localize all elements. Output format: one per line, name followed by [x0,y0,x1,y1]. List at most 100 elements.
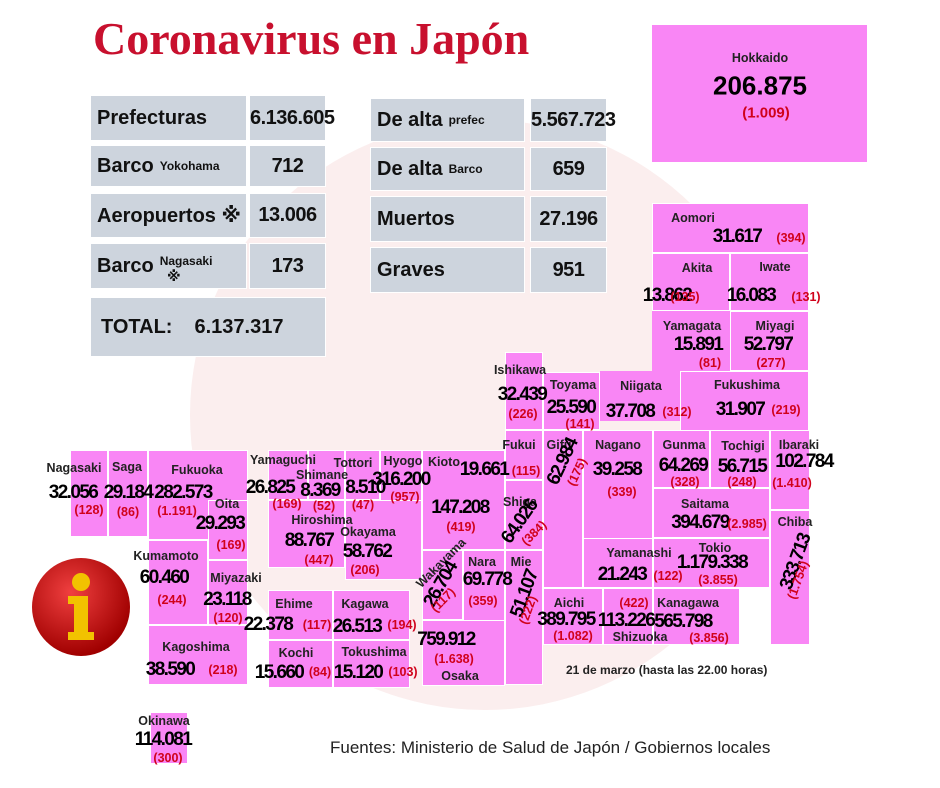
prefecture-deaths: (128) [74,503,104,517]
prefecture-deaths: (1.009) [742,104,790,122]
prefecture-area [543,372,600,430]
summary-value-box: 13.006 [249,193,326,238]
prefecture-cases: 38.590 [145,659,196,680]
prefecture-cases: 21.243 [597,564,648,585]
prefecture-name: Kioto [428,455,460,469]
prefecture-name: Saga [112,460,142,474]
prefecture-cases: 19.661 [459,459,510,480]
summary-label-box: Aeropuertos ※ [90,193,247,238]
summary-value: 13.006 [258,204,317,226]
prefecture-name: Kanagawa [657,596,719,610]
summary-label-box: De alta prefec [370,98,525,142]
prefecture-deaths: (359) [468,594,498,608]
prefecture-name: Yamaguchi [250,453,316,467]
prefecture-deaths: (115) [511,464,541,478]
prefecture-name: Aichi [553,596,585,610]
prefecture-name: Tokushima [341,645,407,659]
prefecture-name: Hiroshima [291,513,353,527]
title: Coronavirus en Japón [93,13,530,64]
prefecture-name: Fukuoka [171,463,223,477]
summary-value: 712 [271,154,304,177]
prefecture-deaths: (218) [208,663,238,677]
summary-label-box: Prefecturas [90,95,247,141]
prefecture-name: Kumamoto [133,549,199,563]
prefecture-area [505,430,543,480]
prefecture-name: Chiba [777,515,813,529]
prefecture-cases: 13.862 [642,285,693,306]
prefecture-cases: 759.912 [417,629,476,650]
prefecture-cases: 8.510 [345,477,386,498]
prefecture-cases: 206.875 [713,70,807,101]
prefecture-area [730,253,809,311]
prefecture-name: Aomori [671,211,715,225]
summary-value-box: 659 [530,147,607,191]
prefecture-name: Fukushima [714,378,780,392]
prefecture-deaths: (447) [304,553,334,567]
prefecture-cases: 26.513 [332,616,383,637]
summary-value-box: 712 [249,145,326,187]
summary-label-box: Barco Yokohama [90,145,247,187]
prefecture-area [208,500,248,560]
prefecture-name: Hokkaido [731,51,789,65]
prefecture-deaths: (1.410) [772,476,812,490]
prefecture-name: Nagano [595,438,641,452]
summary-value-box: 27.196 [530,196,607,242]
summary-label-box: Muertos [370,196,525,242]
prefecture-deaths: (328) [670,475,700,489]
prefecture-name: Kochi [278,646,314,660]
prefecture-name: Miyazaki [210,571,262,585]
prefecture-cases: 23.118 [203,589,252,610]
prefecture-area [345,500,422,580]
prefecture-area [770,510,810,645]
summary-value: 659 [552,157,585,180]
prefecture-deaths: (194) [387,618,417,632]
summary-value: 951 [552,258,585,281]
prefecture-name: Mie [510,555,532,569]
prefecture-name: Okayama [340,525,396,539]
prefecture-cases: 102.784 [775,451,834,472]
prefecture-deaths: (84) [308,665,332,679]
prefecture-name: Nagasaki [46,461,102,475]
prefecture-deaths: (1.638) [434,652,474,666]
prefecture-area [70,450,108,537]
prefecture-deaths: (135) [670,290,700,304]
summary-sublabel: Barco [448,162,483,176]
summary-value: 5.567.723 [531,108,616,131]
summary-label-box: Barco Nagasaki ※ [90,243,247,289]
prefecture-deaths: (300) [153,751,183,765]
prefecture-area [422,550,463,620]
prefecture-name: Iwate [759,260,791,274]
prefecture-cases: 58.762 [342,541,393,562]
prefecture-deaths: (394) [776,231,806,245]
summary-label: De alta [377,108,443,131]
summary-value-box: 5.567.723 [530,98,616,142]
prefecture-name: Gunma [662,438,706,452]
prefecture-cases: 15.120 [333,662,384,683]
prefecture-area [652,25,867,162]
prefecture-area [543,588,603,645]
summary-label: Prefecturas [97,106,208,129]
prefecture-name: Miyagi [755,319,795,333]
prefecture-deaths: (131) [791,290,821,304]
prefecture-cases: 32.056 [48,482,99,503]
prefecture-cases: 31.907 [715,399,766,420]
prefecture-cases: 389.795 [537,609,596,630]
summary-label-box: Graves [370,247,525,293]
prefecture-area [505,480,543,550]
prefecture-cases: 22.378 [243,614,294,635]
prefecture-area [543,430,583,588]
prefecture-cases: 147.208 [431,497,490,518]
prefecture-deaths: (339) [607,485,637,499]
prefecture-cases: 29.293 [195,513,246,534]
prefecture-area [268,640,333,688]
prefecture-area [108,450,148,537]
prefecture-area [710,430,770,488]
prefecture-deaths: (226) [508,407,538,421]
prefecture-area [345,450,380,500]
prefecture-name: Hyogo [383,454,423,468]
prefecture-cases: 26.825 [245,477,296,498]
prefecture-cases: 56.715 [717,456,768,477]
summary-value-box: 6.136.605 [249,95,335,141]
prefecture-cases: 16.083 [726,285,777,306]
